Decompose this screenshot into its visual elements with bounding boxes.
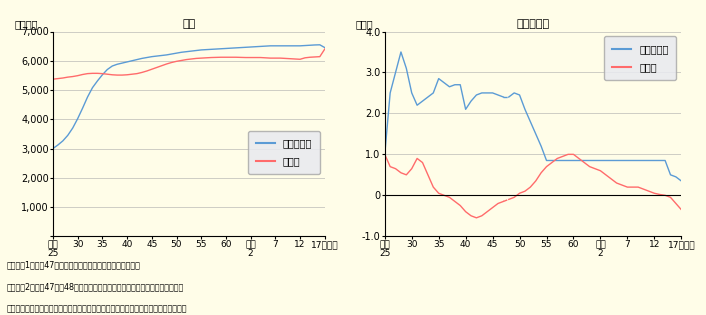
- Title: 人口: 人口: [182, 19, 196, 29]
- Legend: 三大都市圈, 地方圈: 三大都市圈, 地方圈: [604, 36, 676, 80]
- Title: 人口増加率: 人口増加率: [517, 19, 549, 29]
- Text: （％）: （％）: [355, 20, 373, 29]
- Text: （万人）: （万人）: [15, 20, 38, 29]
- Legend: 三大都市圈, 地方圈: 三大都市圈, 地方圈: [248, 131, 320, 174]
- Text: 資料）総務省「人口推計（国勢調査の中間年は、補間補正後の推計人口）」より作成: 資料）総務省「人口推計（国勢調査の中間年は、補間補正後の推計人口）」より作成: [7, 304, 188, 313]
- Text: 2　昭和47年、48年は沖縄返還による影響が大きいため破線とした。: 2 昭和47年、48年は沖縄返還による影響が大きいため破線とした。: [7, 282, 184, 291]
- Text: （注）　1　昭和47年（沖縄返還）以前は沖縄を含まない。: （注） 1 昭和47年（沖縄返還）以前は沖縄を含まない。: [7, 260, 141, 269]
